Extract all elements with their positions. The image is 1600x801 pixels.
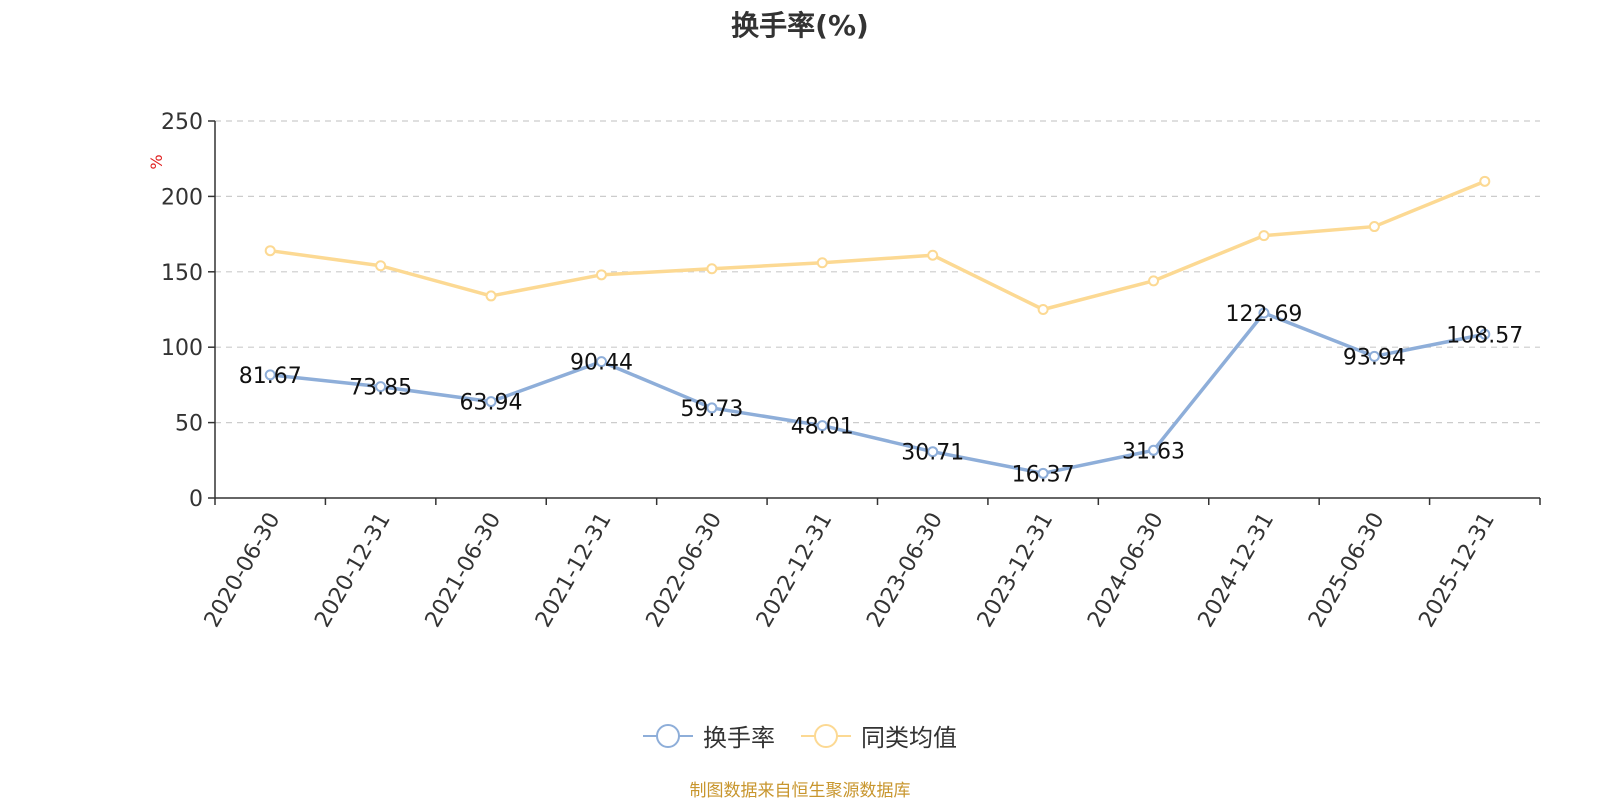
source-note: 制图数据来自恒生聚源数据库 bbox=[689, 781, 911, 801]
legend-label-peer-average: 同类均值 bbox=[861, 724, 957, 752]
data-point-turnover bbox=[264, 369, 276, 381]
legend-item-turnover[interactable]: 换手率 bbox=[643, 718, 775, 753]
y-tick-label: 0 bbox=[189, 487, 203, 512]
x-tick-label: 2023-12-31 bbox=[973, 509, 1059, 632]
data-point-turnover bbox=[595, 356, 607, 368]
y-tick-label: 50 bbox=[175, 412, 203, 437]
data-point-turnover bbox=[1148, 444, 1160, 456]
legend-label-turnover: 换手率 bbox=[703, 724, 775, 752]
data-point-peer-average bbox=[595, 269, 607, 281]
x-tick-label: 2025-06-30 bbox=[1304, 509, 1390, 632]
data-point-turnover bbox=[1479, 328, 1491, 340]
data-label: 59.73 bbox=[680, 397, 743, 422]
y-tick-label: 150 bbox=[161, 261, 203, 286]
x-tick-label: 2020-12-31 bbox=[310, 509, 396, 632]
data-label: 31.63 bbox=[1122, 439, 1185, 464]
data-label: 81.67 bbox=[239, 364, 302, 389]
x-tick-label: 2024-12-31 bbox=[1194, 509, 1280, 632]
data-label: 93.94 bbox=[1343, 345, 1406, 370]
data-point-turnover bbox=[375, 381, 387, 393]
series-line-turnover bbox=[270, 311, 1486, 476]
data-label: 122.69 bbox=[1225, 302, 1302, 327]
data-point-peer-average bbox=[1479, 175, 1491, 187]
data-point-turnover bbox=[706, 402, 718, 414]
x-tick-label: 2020-06-30 bbox=[200, 509, 286, 632]
x-tick-label: 2025-12-31 bbox=[1414, 509, 1500, 632]
data-point-peer-average bbox=[1037, 304, 1049, 315]
data-label: 108.57 bbox=[1446, 323, 1523, 348]
data-label: 73.85 bbox=[349, 376, 412, 401]
data-label: 90.44 bbox=[570, 351, 633, 376]
x-tick-label: 2022-12-31 bbox=[752, 509, 838, 632]
legend: 换手率 同类均值 bbox=[0, 718, 1600, 753]
y-tick-label: 100 bbox=[161, 336, 203, 361]
data-point-peer-average bbox=[375, 260, 387, 272]
data-point-peer-average bbox=[1368, 221, 1380, 233]
y-axis-label: % bbox=[147, 154, 166, 169]
data-point-peer-average bbox=[1258, 230, 1270, 242]
chart-title: 换手率(%) bbox=[731, 9, 869, 42]
legend-marker-peer-average-icon bbox=[801, 723, 851, 748]
data-point-peer-average bbox=[1148, 275, 1160, 287]
data-label: 30.71 bbox=[901, 441, 964, 466]
data-point-turnover bbox=[816, 420, 828, 432]
data-point-turnover bbox=[927, 446, 939, 458]
x-tick-label: 2022-06-30 bbox=[641, 509, 727, 632]
data-label: 48.01 bbox=[791, 415, 854, 440]
data-point-peer-average bbox=[485, 290, 497, 302]
y-tick-label: 200 bbox=[161, 185, 203, 210]
data-point-turnover bbox=[1368, 350, 1380, 362]
x-tick-label: 2024-06-30 bbox=[1083, 509, 1169, 632]
data-point-turnover bbox=[485, 396, 497, 408]
data-label: 63.94 bbox=[460, 391, 523, 416]
data-point-peer-average bbox=[706, 263, 718, 275]
data-point-peer-average bbox=[927, 249, 939, 261]
y-tick-label: 250 bbox=[161, 110, 203, 135]
legend-marker-turnover-icon bbox=[643, 723, 693, 748]
data-label: 16.37 bbox=[1012, 462, 1075, 487]
data-point-peer-average bbox=[264, 245, 276, 257]
data-point-turnover bbox=[1258, 307, 1270, 319]
x-tick-label: 2023-06-30 bbox=[862, 508, 948, 631]
data-point-peer-average bbox=[816, 257, 828, 269]
legend-item-peer-average[interactable]: 同类均值 bbox=[801, 718, 957, 753]
x-tick-label: 2021-06-30 bbox=[421, 508, 507, 631]
series-line-peer-average bbox=[269, 179, 1486, 312]
x-tick-label: 2021-12-31 bbox=[531, 509, 617, 632]
data-point-turnover bbox=[1037, 467, 1049, 479]
